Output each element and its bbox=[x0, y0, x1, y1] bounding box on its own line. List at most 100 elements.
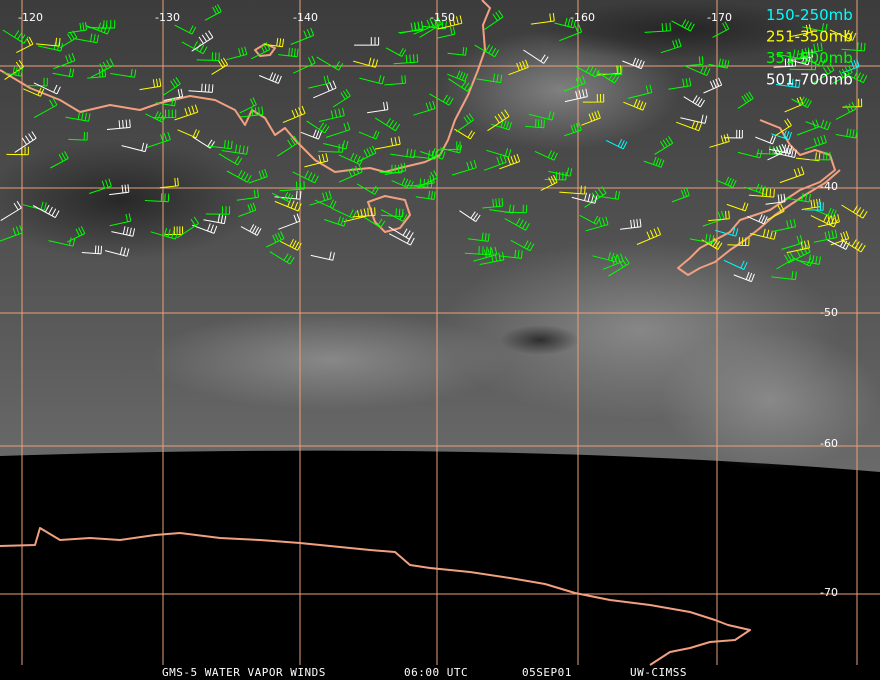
wind-barb bbox=[33, 82, 61, 95]
wind-barb bbox=[842, 98, 863, 108]
wind-barb bbox=[139, 78, 162, 91]
wind-barb bbox=[65, 111, 91, 122]
wind-barb bbox=[323, 140, 349, 150]
wind-barb bbox=[85, 22, 111, 35]
wind-barb bbox=[191, 30, 214, 52]
wind-barb bbox=[708, 210, 730, 222]
wind-barb bbox=[802, 23, 828, 33]
wind-barb bbox=[582, 93, 605, 103]
wind-barb bbox=[279, 180, 305, 192]
wind-barb bbox=[421, 19, 447, 30]
wind-barb bbox=[343, 208, 367, 223]
wind-barb bbox=[420, 147, 446, 160]
wind-barb bbox=[192, 223, 218, 234]
wind-barb bbox=[278, 47, 299, 58]
wind-barb bbox=[104, 246, 130, 257]
wind-barb bbox=[37, 41, 64, 52]
wind-barb bbox=[636, 227, 662, 245]
wind-barb bbox=[622, 57, 645, 70]
grid-labels: -120 -130 -140 -150 -160 -170 -40 -50 -60 -70 bbox=[18, 11, 838, 599]
wind-barb bbox=[459, 210, 481, 223]
wind-barb bbox=[356, 183, 380, 195]
wind-barb bbox=[33, 97, 58, 119]
wind-barb bbox=[680, 114, 708, 124]
wind-barb bbox=[727, 237, 750, 247]
wind-barb bbox=[499, 153, 521, 170]
wind-barb bbox=[306, 120, 330, 134]
wind-barb bbox=[474, 44, 500, 58]
wind-barb bbox=[271, 191, 294, 203]
wind-barb bbox=[240, 106, 264, 118]
wind-barb bbox=[352, 207, 376, 218]
wind-barb bbox=[774, 147, 797, 158]
wind-barb bbox=[89, 178, 112, 194]
wind-barb bbox=[841, 42, 866, 52]
graticule bbox=[0, 0, 880, 665]
wind-barb bbox=[540, 174, 558, 191]
longitude-label: -170 bbox=[707, 11, 732, 24]
wind-barb bbox=[784, 96, 804, 113]
wind-barb bbox=[374, 117, 401, 132]
wind-barb bbox=[276, 135, 299, 157]
wind-barb bbox=[597, 66, 623, 76]
wind-barb bbox=[525, 119, 545, 129]
wind-barb bbox=[559, 24, 583, 42]
wind-barb bbox=[338, 164, 363, 183]
wind-barb bbox=[708, 58, 730, 69]
wind-barb bbox=[390, 148, 416, 159]
wind-barb bbox=[324, 216, 347, 227]
wind-barb bbox=[236, 189, 260, 201]
wind-barb bbox=[313, 80, 337, 99]
wind-barb bbox=[781, 235, 804, 250]
wind-barb bbox=[25, 77, 48, 87]
wind-barb bbox=[0, 200, 22, 222]
wind-barb bbox=[703, 77, 723, 94]
wind-barb bbox=[338, 152, 364, 166]
wind-barb bbox=[155, 97, 177, 107]
wind-barb bbox=[827, 239, 850, 250]
wind-barb bbox=[106, 119, 131, 130]
wind-barb bbox=[528, 111, 555, 121]
wind-barb bbox=[654, 136, 674, 155]
wind-barb bbox=[771, 130, 792, 141]
wind-barb bbox=[325, 121, 351, 138]
wind-barb bbox=[384, 162, 407, 176]
wind-barb bbox=[59, 30, 78, 49]
wind-barb bbox=[809, 151, 831, 161]
wind-barb bbox=[300, 129, 322, 140]
wind-barb bbox=[564, 88, 588, 103]
wind-barb bbox=[487, 109, 510, 132]
wind-barb bbox=[451, 159, 477, 176]
wind-barb bbox=[221, 144, 249, 155]
wind-barb bbox=[830, 230, 850, 246]
wind-barb bbox=[239, 97, 257, 114]
wind-barb bbox=[380, 208, 404, 218]
wind-barb bbox=[476, 73, 503, 84]
wind-barb bbox=[596, 71, 620, 84]
wind-barb bbox=[733, 271, 755, 283]
wind-barb bbox=[644, 22, 671, 33]
wind-barb bbox=[447, 70, 469, 82]
wind-barb bbox=[737, 91, 754, 109]
wind-barb bbox=[571, 192, 598, 204]
wind-barb bbox=[415, 190, 436, 200]
wind-barb bbox=[756, 145, 781, 155]
wind-barb bbox=[504, 217, 530, 231]
wind-barb bbox=[177, 129, 200, 139]
wind-barb bbox=[840, 239, 866, 253]
wind-barb bbox=[523, 49, 549, 64]
wind-barb bbox=[771, 271, 797, 281]
wind-barb bbox=[776, 49, 803, 60]
longitude-label: -160 bbox=[570, 11, 595, 24]
wind-barbs bbox=[0, 4, 868, 283]
wind-barb bbox=[374, 136, 401, 150]
wind-barb bbox=[774, 118, 792, 137]
wind-barb bbox=[412, 175, 435, 187]
wind-barb bbox=[592, 252, 618, 263]
wind-barb bbox=[788, 55, 811, 66]
wind-barb bbox=[786, 239, 810, 254]
wind-barb bbox=[831, 65, 853, 85]
wind-barb bbox=[109, 184, 130, 196]
latitude-label: -40 bbox=[820, 180, 838, 193]
wind-barb bbox=[282, 105, 306, 124]
